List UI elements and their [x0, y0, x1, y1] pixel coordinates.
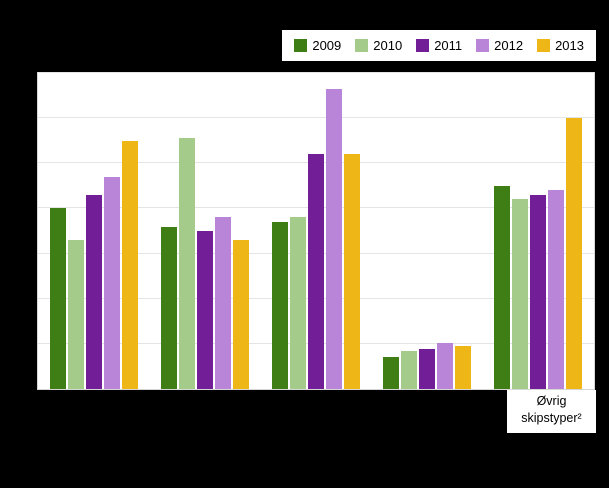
bar-2013: [232, 240, 249, 389]
legend-label: 2013: [555, 38, 584, 53]
legend-swatch-icon: [355, 39, 369, 52]
legend-swatch-icon: [537, 39, 551, 52]
bar-2009: [272, 221, 288, 389]
legend-swatch-icon: [416, 39, 430, 52]
bar-group: [260, 73, 371, 389]
bar-2009: [494, 185, 511, 389]
bar-group: [372, 73, 483, 389]
bar-2013: [455, 346, 472, 389]
bar-2010: [290, 217, 306, 389]
bar-2009: [160, 226, 177, 389]
plot-area: [37, 72, 595, 390]
bar-group: [38, 73, 149, 389]
bar-2012: [103, 176, 120, 389]
bar-2012: [437, 343, 454, 389]
bar-group: [483, 73, 594, 389]
legend-label: 2011: [434, 38, 463, 53]
legend-item-2011: 2011: [416, 38, 462, 53]
bar-2010: [178, 138, 195, 389]
legend-swatch-icon: [476, 39, 490, 52]
legend-label: 2010: [373, 38, 403, 53]
legend-item-2012: 2012: [476, 38, 523, 53]
legend-item-2009: 2009: [294, 38, 341, 53]
bar-2011: [85, 194, 102, 389]
bar-2013: [566, 118, 583, 389]
legend-item-2013: 2013: [537, 38, 584, 53]
bar-2013: [121, 140, 138, 389]
bar-2012: [214, 217, 231, 389]
legend-swatch-icon: [294, 39, 308, 52]
bar-groups: [38, 73, 594, 389]
bar-2012: [326, 88, 342, 389]
x-axis-label-ovrig-skipstyper: Øvrig skipstyper²: [507, 390, 596, 433]
bar-2010: [67, 240, 84, 389]
bar-2010: [401, 351, 418, 389]
bar-2011: [308, 154, 324, 389]
legend-item-2010: 2010: [355, 38, 402, 53]
bar-2011: [196, 231, 213, 389]
bar-2012: [548, 190, 565, 389]
bar-2013: [344, 154, 360, 389]
bar-group: [149, 73, 260, 389]
bar-2010: [512, 199, 529, 389]
legend-label: 2012: [494, 38, 524, 53]
legend-label: 2009: [312, 38, 342, 53]
bar-2009: [383, 357, 400, 389]
legend: 2009 2010 2011 2012 2013: [282, 30, 596, 61]
gridline: [38, 117, 594, 119]
gridline: [38, 72, 594, 73]
bar-2011: [419, 349, 436, 389]
bar-2011: [530, 194, 547, 389]
bar-2009: [49, 208, 66, 389]
